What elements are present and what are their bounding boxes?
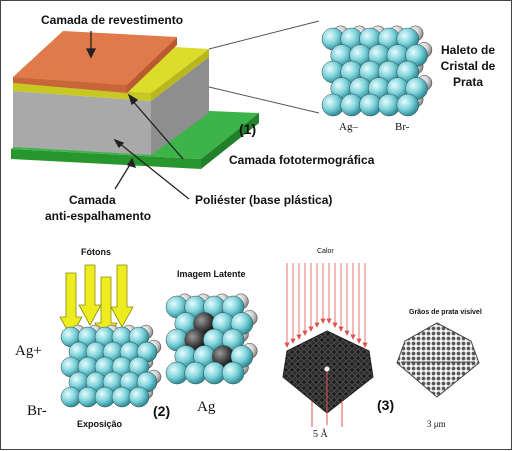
br-minus-label-bottom: Br- bbox=[27, 403, 47, 419]
ag-plus-label: Ag+ bbox=[15, 343, 42, 359]
polyester-front bbox=[13, 91, 151, 155]
silver-ion bbox=[396, 93, 420, 117]
marker-1: (1) bbox=[239, 121, 257, 137]
polyester-label: Poliéster (base plástica) bbox=[195, 193, 333, 207]
size-large-label: 3 μm bbox=[427, 419, 446, 429]
photothermo-layer-label: Camada fototermográfica bbox=[229, 153, 375, 167]
marker-2: (2) bbox=[153, 403, 171, 419]
photons-label: Fótons bbox=[81, 247, 111, 257]
developed-grain-small bbox=[282, 330, 374, 414]
antihalation-label-line2: anti-espalhamento bbox=[45, 209, 152, 223]
crystal-lattice-top bbox=[321, 25, 433, 117]
ag-minus-label: Ag– bbox=[339, 121, 358, 133]
heat-label: Calor bbox=[317, 248, 334, 255]
latent-image-label: Imagem Latente bbox=[177, 269, 246, 279]
film-layers bbox=[11, 20, 320, 169]
antihalation-layer-side bbox=[11, 149, 201, 169]
heat-lines bbox=[284, 263, 368, 348]
crystal-lattice-exposure bbox=[60, 324, 162, 408]
crystal-title-line2: Cristal de bbox=[440, 59, 496, 73]
size-small-label: 5 Å bbox=[313, 429, 328, 440]
crystal-title-line1: Haleto de bbox=[440, 43, 495, 57]
silver-ion bbox=[221, 361, 245, 385]
coating-layer-label: Camada de revestimento bbox=[41, 13, 184, 27]
ag-label: Ag bbox=[197, 399, 216, 415]
polyester-side bbox=[151, 57, 209, 155]
antihalation-label-line1: Camada bbox=[69, 193, 116, 207]
exposure-label: Exposição bbox=[77, 419, 123, 429]
br-minus-label-top: Br- bbox=[395, 121, 410, 133]
pointer-arrows bbox=[85, 31, 190, 200]
crystal-lattice-latent bbox=[165, 293, 258, 385]
silver-ion bbox=[128, 386, 150, 408]
crystal-title-line3: Prata bbox=[452, 75, 484, 89]
scale-bar-small bbox=[311, 401, 343, 427]
visible-grains-label: Grãos de prata visível bbox=[409, 309, 482, 316]
coating-layer-top bbox=[13, 31, 177, 85]
marker-3: (3) bbox=[377, 397, 395, 413]
developed-grain-large bbox=[396, 322, 480, 398]
